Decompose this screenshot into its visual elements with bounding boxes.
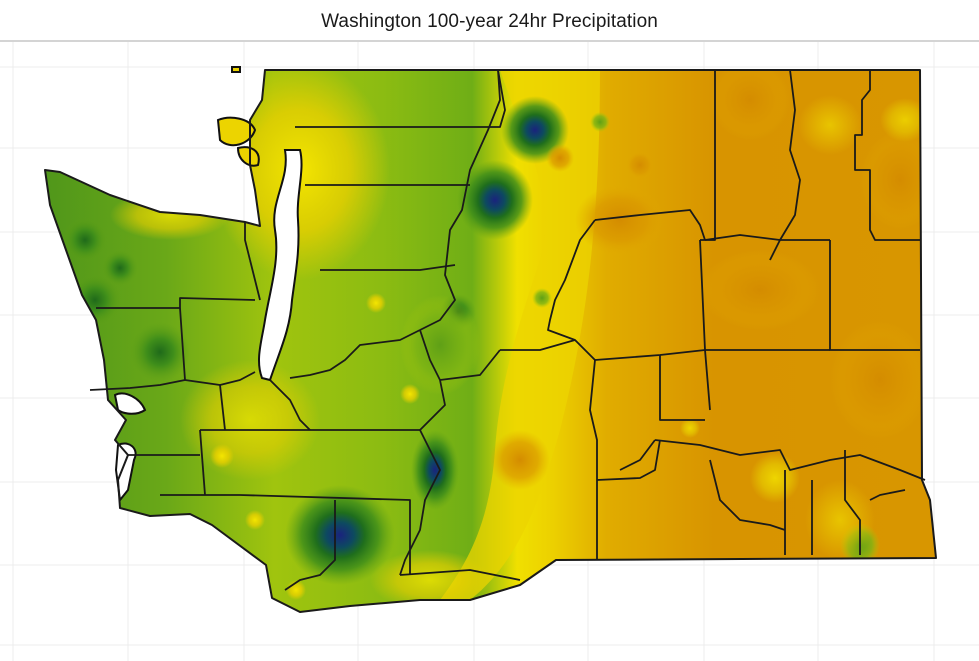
san-juan-islands — [216, 66, 260, 167]
county-boundaries — [44, 69, 937, 613]
water-bodies — [113, 149, 303, 503]
precipitation-field — [45, 70, 936, 612]
chart-title: Washington 100-year 24hr Precipitation — [321, 11, 658, 32]
precipitation-map — [0, 42, 979, 661]
map-plot-area — [0, 42, 979, 661]
chart-title-bar: Washington 100-year 24hr Precipitation — [0, 0, 979, 42]
